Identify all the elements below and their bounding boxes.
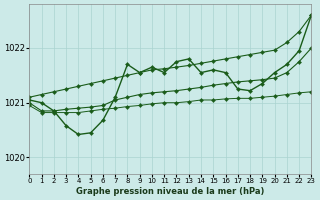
X-axis label: Graphe pression niveau de la mer (hPa): Graphe pression niveau de la mer (hPa)	[76, 187, 265, 196]
